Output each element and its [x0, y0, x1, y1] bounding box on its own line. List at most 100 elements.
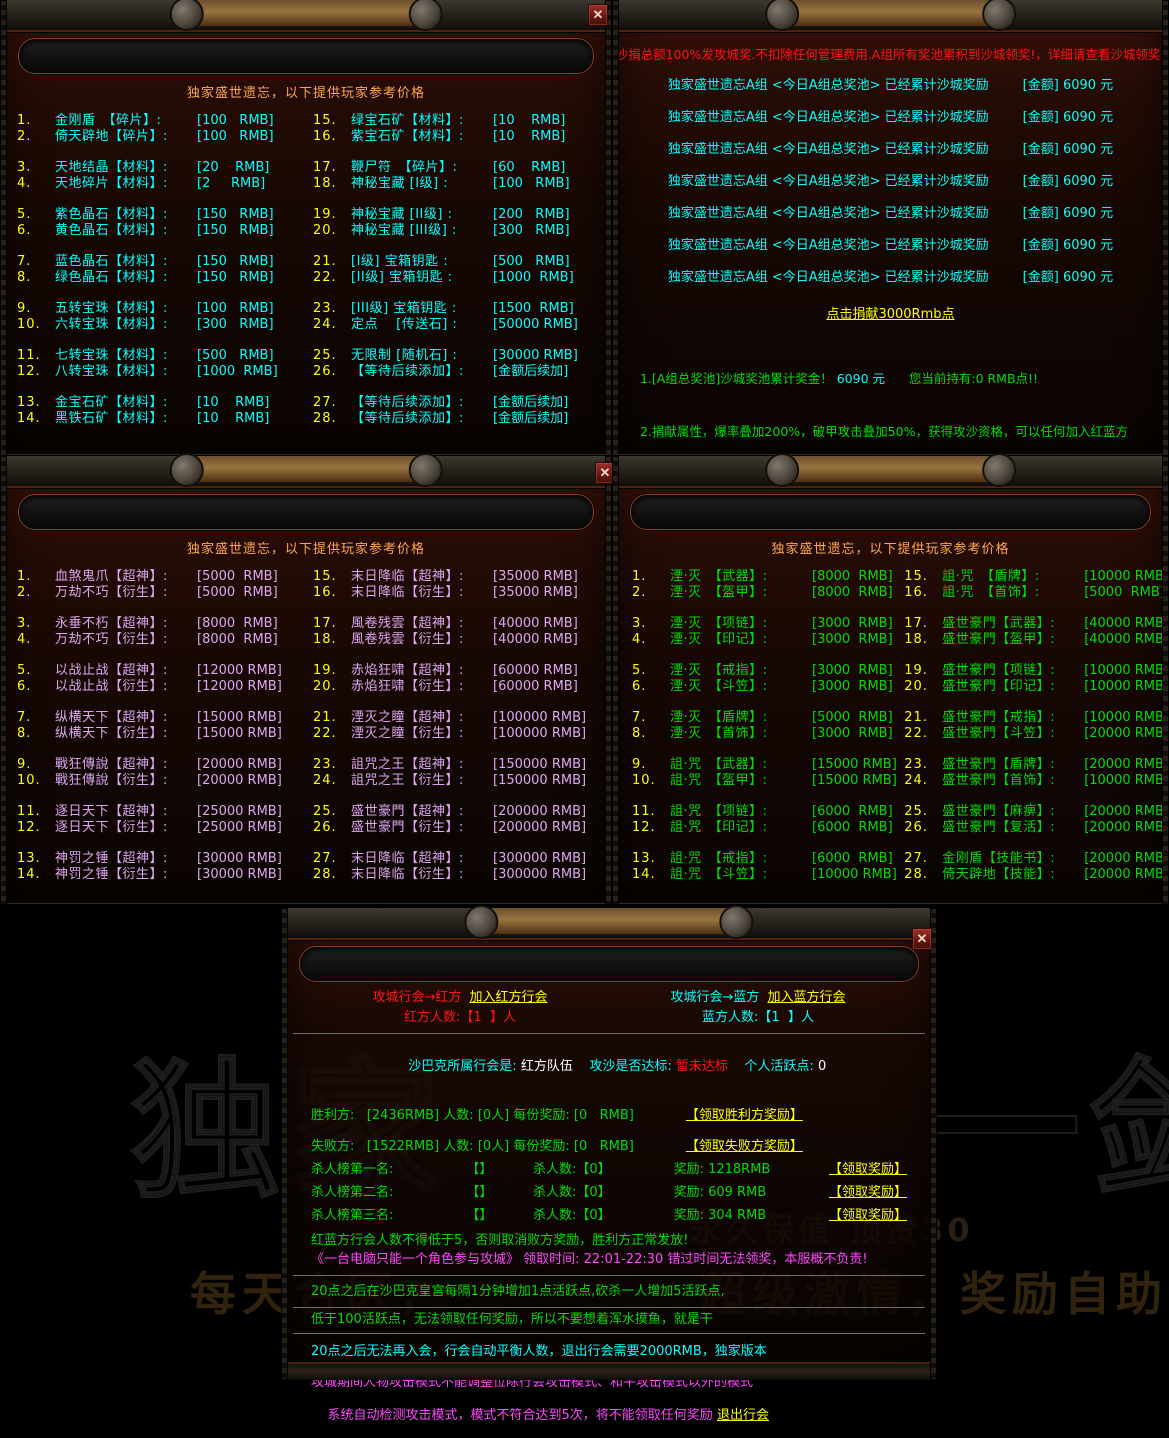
item-price: [20000 RMB] — [197, 773, 282, 788]
item-price: [5000 RMB] — [812, 710, 893, 725]
price-list-item: 13. 神罚之锤【超神】: [30000 RMB] — [17, 851, 313, 867]
price-list-item: 10. 六转宝珠【材料】: [300 RMB] — [17, 317, 313, 333]
price-list-item: 25. 无限制 [随机石] : [30000 RMB] — [313, 348, 609, 364]
panel-plaque — [169, 453, 443, 487]
kill-rank-label: 杀人榜第三名: — [311, 1208, 394, 1223]
pool-row-text: 独家盛世遗忘A组 <今日A组总奖池> 已经累计沙城奖励 — [667, 270, 989, 285]
claim-kill-reward-link[interactable]: 【领取奖励】 — [828, 1185, 907, 1200]
item-price: [15000 RMB] — [197, 710, 282, 725]
pool-row-amount: [金额] 6090 元 — [1022, 238, 1114, 253]
item-price: [100 RMB] — [197, 129, 274, 144]
price-list-item: 20. 神秘宝藏 [III级] : [300 RMB] — [313, 223, 609, 239]
item-name: 盛世豪門【印记】: — [942, 679, 1056, 694]
item-number: 11. — [17, 348, 41, 363]
price-column-left: 1. 血煞鬼爪【超神】: [5000 RMB] 2. 万劫不巧【衍生】: [5000 R… — [17, 569, 313, 883]
claim-kill-reward-link[interactable]: 【领取奖励】 — [828, 1162, 907, 1177]
reward-pool-row: 独家盛世遗忘A组 <今日A组总奖池> 已经累计沙城奖励 [金额] 6090 元 — [612, 78, 1169, 94]
pool-row-text: 独家盛世遗忘A组 <今日A组总奖池> 已经累计沙城奖励 — [667, 110, 989, 125]
item-price: [150 RMB] — [197, 223, 274, 238]
claim-kill-reward-link[interactable]: 【领取奖励】 — [828, 1208, 907, 1223]
pool-row-text: 独家盛世遗忘A组 <今日A组总奖池> 已经累计沙城奖励 — [667, 142, 989, 157]
donate-3000rmb-link[interactable]: 点击捐献3000Rmb点 — [826, 307, 955, 322]
item-name: 神罚之锤【衍生】: — [55, 867, 168, 882]
price-list-item: 1. 血煞鬼爪【超神】: [5000 RMB] — [17, 569, 313, 585]
item-price: [10000 RMB] — [1084, 679, 1169, 694]
kill-ranking-row: 杀人榜第三名: 【】 杀人数:【0】 奖励: 304 RMB 【领取奖励】 — [311, 1208, 907, 1223]
pool-total-label: 1.[A组总奖池]沙城奖池累计奖金！ — [640, 371, 837, 386]
close-icon[interactable]: ✕ — [588, 4, 608, 26]
claim-loser-reward-link[interactable]: 【领取失败方奖励】 — [685, 1139, 803, 1154]
pool-row-amount: [金额] 6090 元 — [1022, 142, 1114, 157]
item-price: [10000 RMB] — [1084, 569, 1169, 584]
price-list-item: 28. 【等待后续添加】: [金额后续加] — [313, 411, 609, 427]
item-number: 28. — [313, 411, 337, 426]
item-price: [15000 RMB] — [812, 757, 897, 772]
item-price: [15000 RMB] — [197, 726, 282, 741]
item-name: 詛·咒 【武器】: — [670, 757, 768, 772]
item-name: 五转宝珠【材料】: — [55, 301, 168, 316]
item-number: 3. — [17, 616, 32, 631]
join-blue-guild-link[interactable]: 加入蓝方行会 — [767, 990, 846, 1005]
join-red-guild-link[interactable]: 加入红方行会 — [469, 990, 548, 1005]
item-price: [1000 RMB] — [197, 364, 278, 379]
item-price: [12000 RMB] — [197, 663, 282, 678]
reach-label: 攻沙是否达标: — [572, 1059, 676, 1074]
item-price: [金额后续加] — [493, 395, 569, 410]
item-name: 湮·灭 【武器】: — [670, 569, 768, 584]
price-list-item: 28. 末日降临【衍生】: [300000 RMB] — [313, 867, 609, 883]
item-number: 22. — [313, 270, 337, 285]
item-name: 盛世豪門【衍生】: — [351, 820, 464, 835]
item-name: 神罚之锤【超神】: — [55, 851, 168, 866]
item-number: 3. — [632, 616, 647, 631]
item-price: [100 RMB] — [197, 113, 274, 128]
item-name: 逐日天下【超神】: — [55, 804, 168, 819]
item-price: [3000 RMB] — [812, 632, 893, 647]
price-list-item: 2. 湮·灭 【盔甲】: [8000 RMB] — [632, 585, 904, 601]
item-name: 湮·灭 【盾牌】: — [670, 710, 768, 725]
panel-banner — [18, 494, 594, 530]
item-name: 永垂不朽【超神】: — [55, 616, 168, 631]
item-number: 18. — [313, 176, 337, 191]
item-number: 18. — [313, 632, 337, 647]
item-name: 湮·灭 【首饰】: — [670, 726, 768, 741]
item-name: 神秘宝藏 [II级] : — [351, 207, 453, 222]
item-price: [60 RMB] — [493, 160, 566, 175]
item-name: 赤焰狂啸【超神】: — [351, 663, 464, 678]
item-price: [500 RMB] — [197, 348, 274, 363]
price-list-item: 4. 天地碎片【材料】: [2 RMB] — [17, 176, 313, 192]
item-price: [8000 RMB] — [197, 616, 278, 631]
item-price: [1000 RMB] — [493, 270, 574, 285]
price-list-item: 2. 万劫不巧【衍生】: [5000 RMB] — [17, 585, 313, 601]
price-list-item: 28. 倚天辟地【技能】: [20000 RMB] — [904, 867, 1169, 883]
item-name: 【等待后续添加】: — [351, 411, 464, 426]
item-number: 14. — [17, 867, 41, 882]
item-price: [100 RMB] — [493, 176, 570, 191]
item-name: 盛世豪門【首饰】: — [942, 773, 1056, 788]
price-list-item: 24. 定点 [传送石] : [50000 RMB] — [313, 317, 609, 333]
sabac-owner-value: 红方队伍 — [520, 1059, 573, 1074]
item-price: [300000 RMB] — [493, 851, 587, 866]
item-number: 8. — [17, 270, 32, 285]
price-list-item: 8. 绿色晶石【材料】: [150 RMB] — [17, 270, 313, 286]
item-price: [6000 RMB] — [812, 851, 893, 866]
claim-winner-reward-link[interactable]: 【领取胜利方奖励】 — [685, 1108, 803, 1123]
price-column-left: 1. 湮·灭 【武器】: [8000 RMB] 2. 湮·灭 【盔甲】: [8000 R… — [632, 569, 904, 883]
exit-guild-link[interactable]: 退出行会 — [716, 1408, 769, 1423]
rule-active-points-gain: 20点之后在沙巴克皇宫每隔1分钟增加1点活跃点,砍杀一人增加5活跃点, — [311, 1284, 725, 1299]
item-price: [300 RMB] — [197, 317, 274, 332]
price-list-item: 22. 湮灭之瞳【衍生】: [100000 RMB] — [313, 726, 609, 742]
pool-row-amount: [金额] 6090 元 — [1022, 270, 1114, 285]
donation-info-line-1: 1.[A组总奖池]沙城奖池累计奖金！ 6090 元 您当前持有:0 RMB点!! — [640, 370, 1169, 388]
pool-row-amount: [金额] 6090 元 — [1022, 206, 1114, 221]
item-number: 18. — [904, 632, 928, 647]
item-number: 24. — [904, 773, 928, 788]
item-price: [200 RMB] — [493, 207, 570, 222]
item-number: 14. — [17, 411, 41, 426]
panel-siege-donation: 沙捐总额100%发攻城奖.不扣除任何管理费用.A组所有奖池累积到沙城领奖!，详细… — [612, 0, 1169, 544]
item-number: 9. — [17, 301, 32, 316]
item-name: 黄色晶石【材料】: — [55, 223, 168, 238]
item-name: 绿宝石矿【材料】: — [351, 113, 464, 128]
item-price: [10000 RMB] — [1084, 710, 1169, 725]
close-icon[interactable]: ✕ — [912, 928, 932, 950]
item-number: 27. — [904, 851, 928, 866]
